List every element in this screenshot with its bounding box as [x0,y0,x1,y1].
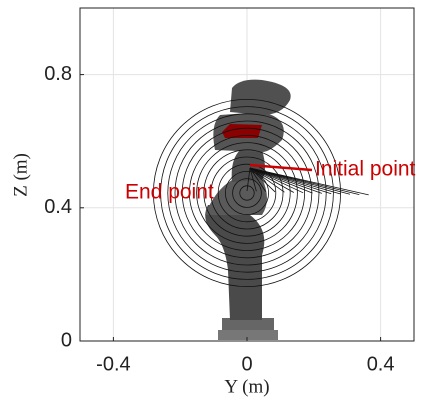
trajectory-ring [217,163,277,223]
trajectory-ring [152,99,341,287]
trajectory-ray [249,167,267,192]
trajectory-ray [249,167,294,193]
trajectory-ring [203,149,291,237]
y-tick-label: 0.4 [44,196,72,218]
x-tick-label: 0 [241,353,252,375]
trajectory-ring [232,178,262,208]
trajectory-ray [249,167,276,193]
y-tick-label: 0.8 [44,63,72,85]
spiral-trajectory [152,99,369,287]
x-tick-label: -0.4 [96,353,130,375]
trajectory-ray [249,167,304,194]
trajectory-ring [239,185,255,201]
trajectory-ring [196,142,298,244]
trajectory-ring [174,120,320,266]
trajectory-ray [249,167,313,194]
annotation: Initial point [315,158,416,181]
initial-arrow [249,163,313,172]
trajectory-ray [249,167,323,194]
trajectory-ray [246,167,251,192]
trajectory-ring [224,170,269,215]
y-axis-label: Z (m) [10,153,31,197]
x-axis-label: Y (m) [224,376,269,397]
annotation: End point [125,181,214,204]
x-tick-label: 0.4 [367,353,395,375]
trajectory-ring [188,134,305,251]
trajectory-ring [167,113,327,273]
trajectory-ray [249,167,369,196]
y-tick-label: 0 [61,329,72,351]
trajectory-ring [160,106,334,280]
trajectory-ring [210,156,284,230]
trajectory-ray [249,167,257,192]
trajectory-ray [249,167,285,193]
